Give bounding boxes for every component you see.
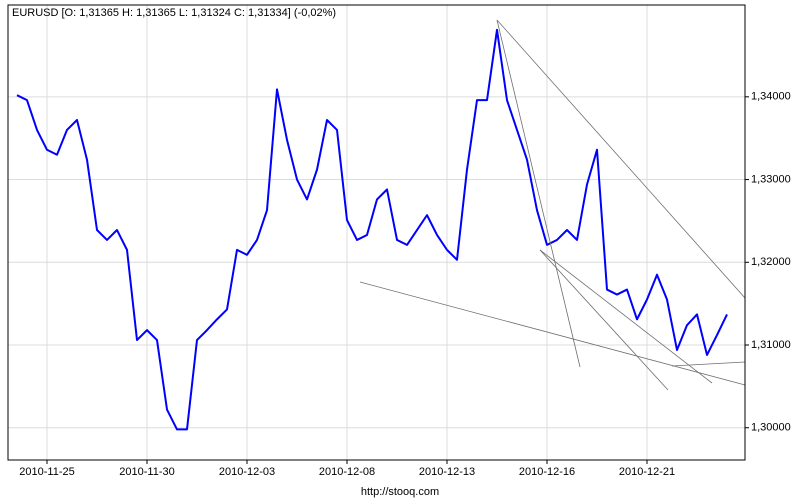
chart-title: EURUSD [O: 1,31365 H: 1,31365 L: 1,31324… (12, 7, 336, 19)
x-tick-label: 2010-11-30 (119, 466, 174, 478)
plot-data (16, 28, 728, 431)
plot-frame (7, 4, 746, 461)
x-tick-label: 2010-12-03 (219, 466, 275, 478)
price-line (16, 28, 728, 431)
trend-line (539, 249, 669, 391)
x-tick-label: 2010-12-21 (619, 466, 675, 478)
trend-lines (359, 19, 746, 391)
grid (8, 5, 745, 460)
trend-line (496, 19, 746, 299)
trend-line (496, 19, 581, 368)
x-tick-label: 2010-12-08 (319, 466, 375, 478)
x-tick-label: 2010-12-13 (419, 466, 475, 478)
footer: http://stooq.com (361, 486, 439, 498)
y-tick-label: 1,32000 (751, 256, 791, 268)
trend-line (539, 249, 713, 384)
y-tick-label: 1,30000 (751, 422, 791, 434)
x-tick-label: 2010-12-16 (519, 466, 575, 478)
y-tick-label: 1,31000 (751, 339, 791, 351)
trend-line (359, 281, 746, 386)
trend-line (671, 361, 746, 367)
x-tick-label: 2010-11-25 (19, 466, 74, 478)
y-tick-label: 1,33000 (751, 173, 791, 185)
y-tick-label: 1,34000 (751, 91, 791, 103)
